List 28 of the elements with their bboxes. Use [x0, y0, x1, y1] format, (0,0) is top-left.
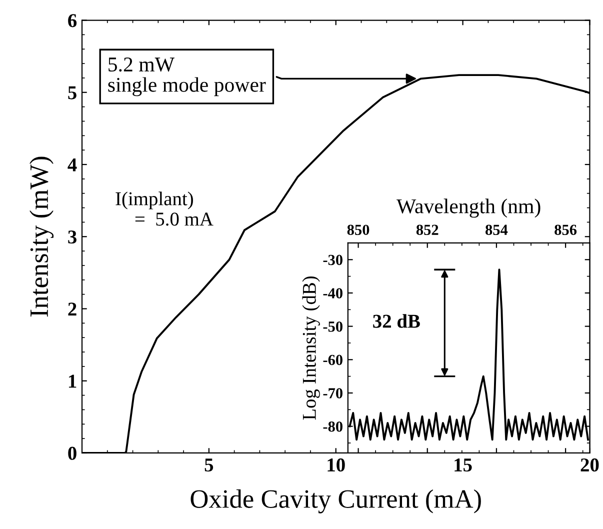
x-tick-label: 15	[454, 458, 472, 472]
x-tick-label: 852	[416, 224, 438, 236]
x-tick-label: 20	[580, 458, 599, 472]
annotation: 32 dB	[373, 314, 420, 328]
x-tick-label: 5	[204, 458, 214, 472]
y-tick-label: 0	[68, 446, 76, 460]
y-tick-label: -70	[323, 388, 342, 398]
x-tick-label: 850	[347, 224, 370, 236]
y-tick-label: 6	[68, 14, 77, 28]
x-tick-label: 10	[328, 458, 345, 472]
y-tick-label: 3	[68, 230, 76, 244]
y-tick-label: 1	[68, 374, 76, 388]
y-axis-title: Log Intensity (dB)	[302, 276, 320, 420]
y-tick-label: -30	[323, 254, 342, 266]
y-tick-label: 5	[68, 86, 76, 100]
y-tick-label: 2	[68, 302, 76, 316]
y-tick-label: -50	[323, 321, 342, 332]
y-tick-label: -80	[323, 421, 342, 432]
x-tick-label: 854	[486, 224, 508, 236]
y-tick-label: -40	[323, 288, 342, 298]
y-axis-title: Intensity (mW)	[30, 156, 54, 317]
x-axis-title: Wavelength (nm)	[396, 198, 540, 218]
y-tick-label: -60	[323, 354, 342, 366]
annotation: 5.2 mW single mode power	[108, 58, 266, 96]
x-axis-title: Oxide Cavity Current (mA)	[190, 489, 481, 514]
annotation: I(implant) = 5.0 mA	[116, 192, 214, 226]
x-tick-label: 856	[554, 224, 577, 236]
y-tick-label: 4	[68, 158, 77, 172]
